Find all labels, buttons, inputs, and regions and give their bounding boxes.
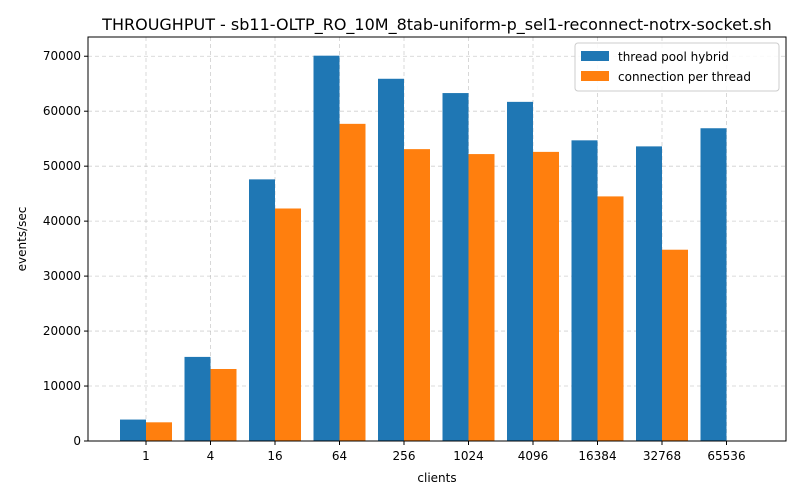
bar-thread-pool-hybrid <box>378 78 404 442</box>
y-tick-label: 30000 <box>43 269 81 283</box>
x-axis-label: clients <box>417 471 456 485</box>
y-axis-label: events/sec <box>15 207 29 272</box>
bar-thread-pool-hybrid <box>249 179 275 441</box>
x-tick-label: 1024 <box>453 449 484 463</box>
bar-connection-per-thread <box>210 368 237 441</box>
legend-swatch <box>581 51 609 61</box>
bar-connection-per-thread <box>146 422 172 441</box>
x-tick-label: 4096 <box>518 449 549 463</box>
bar-thread-pool-hybrid <box>700 128 727 441</box>
bar-connection-per-thread <box>533 151 559 441</box>
bar-thread-pool-hybrid <box>313 55 340 441</box>
y-tick-label: 0 <box>73 434 81 448</box>
legend-label: thread pool hybrid <box>618 50 729 64</box>
y-tick-label: 40000 <box>43 214 81 228</box>
legend-label: connection per thread <box>618 70 751 84</box>
bar-thread-pool-hybrid <box>507 101 533 441</box>
legend-box <box>574 42 780 92</box>
legend: thread pool hybrid connection per thread <box>574 42 780 92</box>
bars-layer <box>120 55 727 442</box>
y-tick-label: 60000 <box>43 104 81 118</box>
y-tick-label: 50000 <box>43 159 81 173</box>
bar-connection-per-thread <box>662 249 688 441</box>
bar-thread-pool-hybrid <box>184 356 211 441</box>
bar-connection-per-thread <box>597 196 624 441</box>
x-tick-label: 64 <box>332 449 347 463</box>
y-tick-label: 10000 <box>43 379 81 393</box>
x-tick-label: 1 <box>142 449 150 463</box>
legend-swatch <box>581 71 609 81</box>
x-tick-label: 16384 <box>578 449 616 463</box>
bar-connection-per-thread <box>275 208 301 441</box>
x-tick-label: 65536 <box>707 449 745 463</box>
plot-frame <box>87 36 787 442</box>
x-tick-label: 256 <box>393 449 416 463</box>
bar-thread-pool-hybrid <box>442 93 469 441</box>
x-tick-label: 16 <box>267 449 282 463</box>
bar-connection-per-thread <box>404 149 430 441</box>
bar-connection-per-thread <box>468 154 495 441</box>
bar-thread-pool-hybrid <box>571 140 598 441</box>
bar-connection-per-thread <box>339 123 366 442</box>
bar-thread-pool-hybrid <box>120 419 146 441</box>
y-tick-label: 20000 <box>43 324 81 338</box>
y-tick-label: 70000 <box>43 49 81 63</box>
x-tick-label: 4 <box>207 449 215 463</box>
x-tick-label: 32768 <box>643 449 681 463</box>
bar-thread-pool-hybrid <box>636 146 662 441</box>
ticks-layer: 0 10000 20000 30000 40000 50000 60000 70000 1 4 16… <box>43 49 746 463</box>
chart-title: THROUGHPUT - sb11-OLTP_RO_10M_8tab-unifo… <box>101 15 772 35</box>
